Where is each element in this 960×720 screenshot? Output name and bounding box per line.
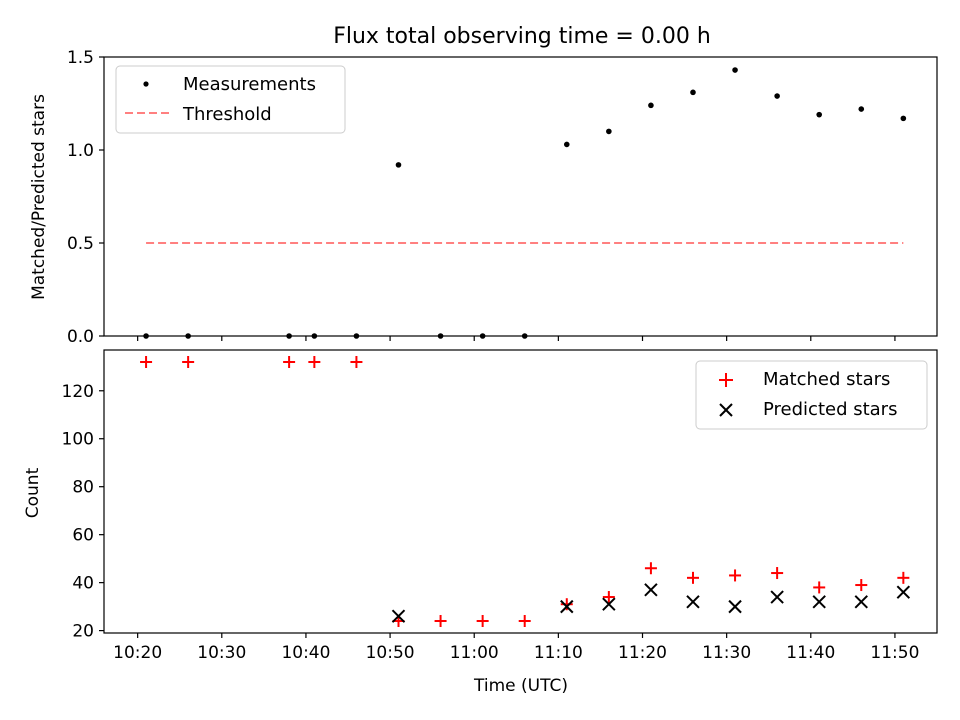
top-y-tick-label: 1.0 <box>67 141 94 161</box>
predicted-star-point <box>770 590 784 604</box>
bottom-y-tick-label: 60 <box>72 526 94 546</box>
bottom-x-axis: 10:20 10:30 10:40 10:50 11:00 11:10 11:20 11:30… <box>113 633 919 663</box>
predicted-star-b <box>854 595 868 609</box>
matched-star-point <box>813 581 826 594</box>
bottom-y-axis: 20 40 60 80 100 120 <box>62 382 104 642</box>
x-tick-label: 10:50 <box>366 643 415 663</box>
predicted-star-point <box>854 595 868 609</box>
legend-marker-matched <box>719 373 733 387</box>
matched-star-point <box>897 571 910 584</box>
x-axis-label: Time (UTC) <box>473 676 568 696</box>
measurement-point <box>900 115 907 122</box>
predicted-star-point <box>686 595 700 609</box>
x-tick-label: 11:20 <box>618 643 667 663</box>
bottom-y-tick-label: 20 <box>72 622 94 642</box>
matched-star-point <box>644 562 657 575</box>
top-x-ticks <box>137 336 896 341</box>
measurement-point <box>648 102 654 109</box>
legend-label-predicted: Predicted stars <box>763 399 897 420</box>
matched-star-point <box>518 615 531 628</box>
bottom-y-tick-label: 100 <box>62 430 94 450</box>
bottom-axes-frame <box>103 349 938 634</box>
predicted-star-point <box>728 599 742 614</box>
matched-star-point <box>476 615 489 628</box>
matched-star-point <box>350 355 363 368</box>
predicted-star-b <box>896 585 911 599</box>
predicted-star-point <box>812 595 826 609</box>
chart-title: Flux total observing time = 0.00 h <box>333 24 711 49</box>
legend-marker-predicted <box>719 403 733 417</box>
predicted-star-b <box>560 599 574 614</box>
bottom-legend-box <box>695 360 928 430</box>
measurement-point <box>774 93 780 99</box>
x-tick-label: 11:50 <box>870 643 919 663</box>
x-tick-label: 10:30 <box>197 643 246 663</box>
measurement-point <box>732 67 738 73</box>
top-y-axis-label: Matched/Predicted stars <box>29 94 49 300</box>
predicted-star-b <box>602 597 616 611</box>
x-tick-label: 11:00 <box>450 643 499 663</box>
top-y-axis: 0.0 0.5 1.0 1.5 <box>67 48 104 347</box>
top-y-tick-label: 0.0 <box>67 327 94 347</box>
matched-star-point <box>602 591 615 604</box>
matched-star-point <box>729 569 742 582</box>
x-tick-label: 10:20 <box>113 643 162 663</box>
bottom-y-axis-label: Count <box>23 467 43 518</box>
x-tick-label: 11:10 <box>534 643 583 663</box>
predicted-star-point <box>602 597 616 611</box>
x-tick-label: 11:30 <box>702 643 751 663</box>
matched-star-point <box>283 355 296 368</box>
bottom-y-tick-label: 40 <box>72 574 94 594</box>
matched-star-point <box>560 598 573 611</box>
measurement-point <box>858 106 865 112</box>
bottom-y-tick-label: 120 <box>62 382 94 402</box>
matched-star-point <box>686 571 699 584</box>
bottom-panel: 20 40 60 80 100 120 10:20 10:30 10:40 10:50 11:00… <box>23 349 938 696</box>
measurement-point <box>395 162 402 168</box>
legend-label-matched: Matched stars <box>763 369 890 390</box>
bottom-legend: Matched stars Predicted stars <box>695 360 928 430</box>
bottom-plot-area <box>140 355 911 628</box>
matched-star-point <box>182 355 195 368</box>
predicted-star-point <box>391 609 406 623</box>
predicted-star-point <box>560 599 574 614</box>
legend-marker-measurements <box>143 81 149 87</box>
legend-label-measurements: Measurements <box>183 74 316 95</box>
x-tick-label: 11:40 <box>786 643 835 663</box>
predicted-star-b <box>812 595 826 609</box>
bottom-y-tick-label: 80 <box>72 478 94 498</box>
top-axes-frame <box>103 56 938 337</box>
measurement-point <box>606 128 612 135</box>
predicted-star-b <box>686 595 700 609</box>
matched-star-point <box>771 567 784 580</box>
measurement-point <box>816 111 823 118</box>
predicted-star-b <box>770 590 784 604</box>
matched-star-point <box>855 579 868 592</box>
legend-label-threshold: Threshold <box>182 104 272 125</box>
measurement-point <box>563 141 570 148</box>
top-panel: 0.0 0.5 1.0 1.5 Matched/Predicted stars Mea… <box>29 48 938 347</box>
matched-star-point <box>140 355 153 368</box>
predicted-star-point <box>896 585 911 599</box>
x-tick-label: 10:40 <box>281 643 330 663</box>
matched-star-point <box>308 355 321 368</box>
measurement-point <box>690 89 696 96</box>
predicted-star-b <box>728 599 742 614</box>
matched-star-point <box>434 615 447 628</box>
top-y-tick-label: 1.5 <box>67 48 94 68</box>
top-y-tick-label: 0.5 <box>67 234 94 254</box>
predicted-star-b <box>644 583 658 597</box>
predicted-star-b <box>391 609 406 623</box>
predicted-star-point <box>644 583 658 597</box>
top-legend: Measurements Threshold <box>115 65 346 134</box>
top-legend-box <box>115 65 346 134</box>
